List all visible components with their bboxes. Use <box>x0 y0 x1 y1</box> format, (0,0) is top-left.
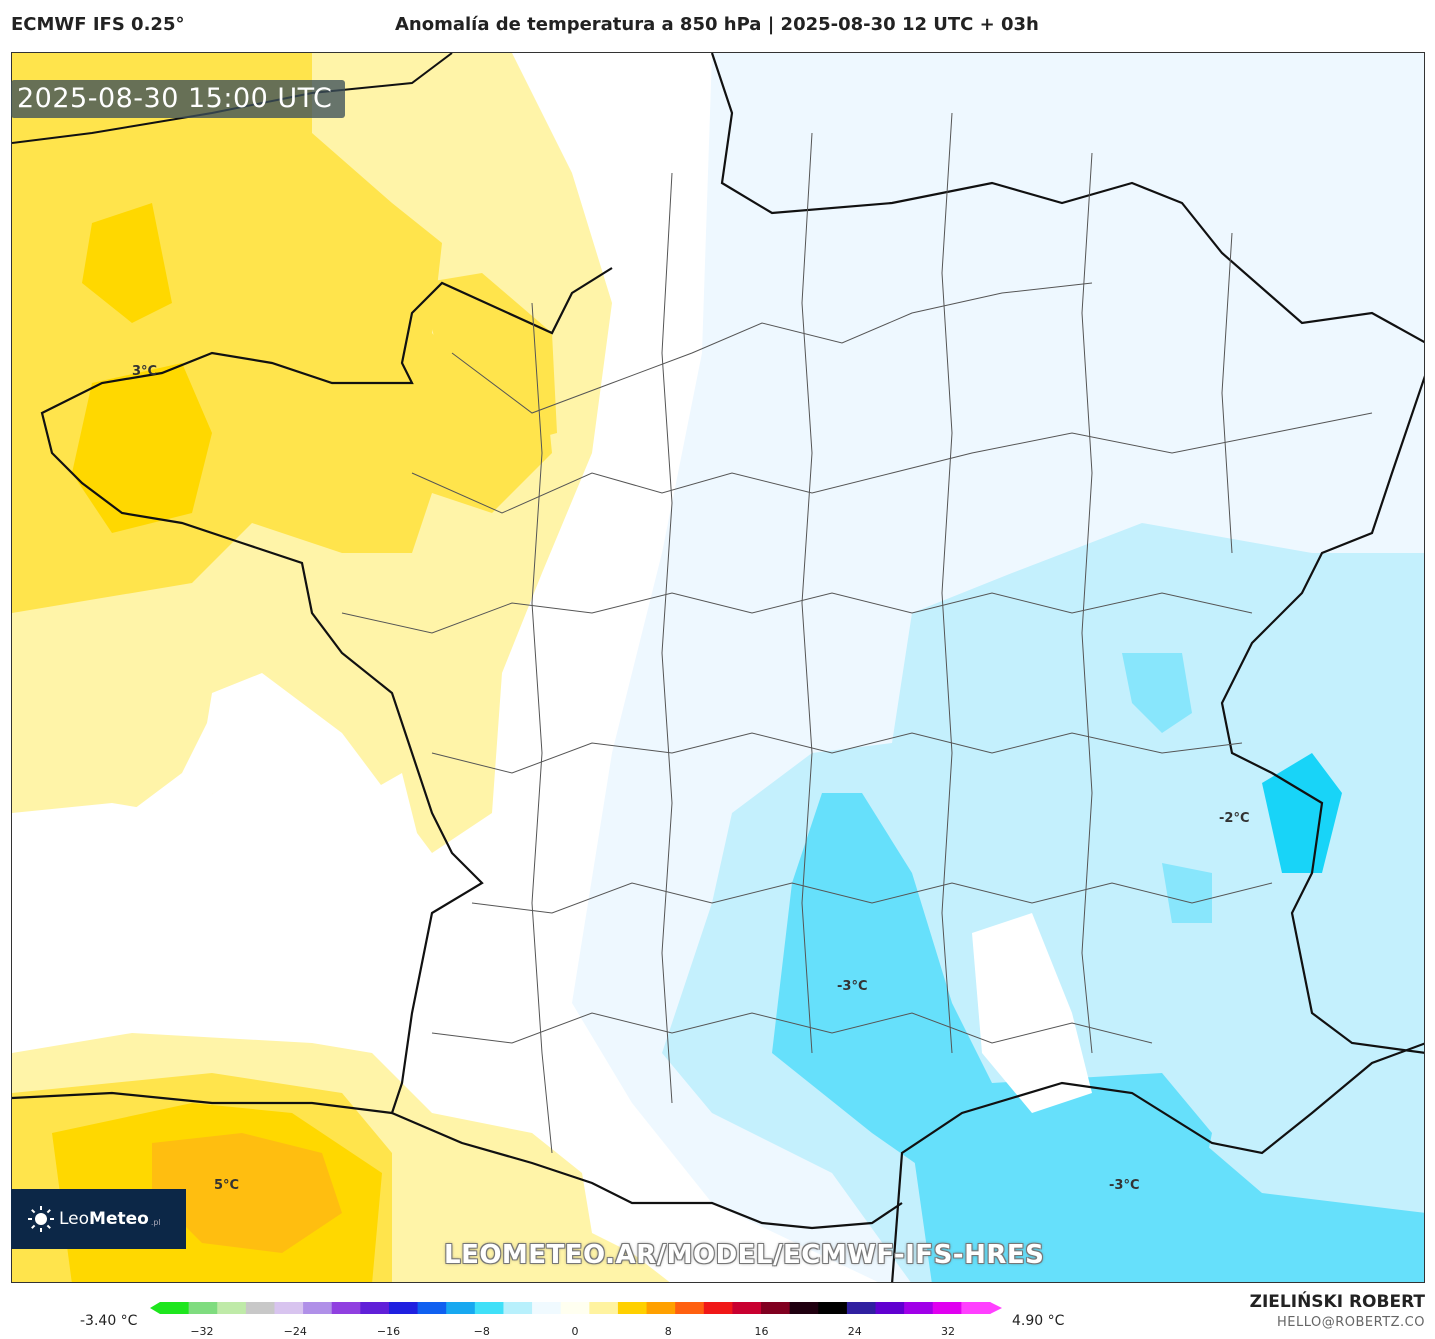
contour-label-minus2: -2°C <box>1219 811 1249 826</box>
legend-swatch <box>417 1302 447 1314</box>
legend-swatch <box>303 1302 333 1314</box>
logo-suffix: .pl <box>150 1217 161 1227</box>
white-biscay <box>42 693 422 1053</box>
legend-tick-label: −24 <box>283 1325 307 1338</box>
contour-label-minus3-sea: -3°C <box>1109 1178 1139 1193</box>
legend-swatch <box>245 1302 275 1314</box>
legend-tick-label: 16 <box>754 1325 769 1338</box>
source-watermark: LEOMETEO.AR/MODEL/ECMWF-IFS-HRES <box>444 1240 1045 1270</box>
legend-swatch <box>474 1302 504 1314</box>
legend-swatch <box>160 1302 190 1314</box>
author-email[interactable]: HELLO@ROBERTZ.CO <box>1276 1315 1425 1330</box>
legend-swatch <box>360 1302 390 1314</box>
legend-swatch <box>560 1302 590 1314</box>
legend-swatch <box>675 1302 705 1314</box>
legend-tick-label: 24 <box>847 1325 862 1338</box>
contour-label-minus3-land: -3°C <box>837 979 867 994</box>
legend-tick-label: 0 <box>571 1325 579 1338</box>
author-name: ZIELIŃSKI ROBERT <box>1249 1292 1425 1312</box>
legend-swatch <box>761 1302 791 1314</box>
legend-swatch <box>961 1302 991 1314</box>
legend-tick-label: 8 <box>664 1325 672 1338</box>
logo-text-meteo: Meteo <box>89 1209 149 1229</box>
legend-swatch <box>331 1302 361 1314</box>
legend-swatch <box>446 1302 476 1314</box>
sun-icon <box>28 1206 54 1232</box>
legend-swatch <box>503 1302 533 1314</box>
legend-swatch <box>703 1302 733 1314</box>
legend-arrow-low <box>150 1302 160 1314</box>
color-scale-bar <box>150 1302 1002 1314</box>
legend-swatch <box>589 1302 619 1314</box>
legend-swatch <box>875 1302 905 1314</box>
legend-swatch <box>932 1302 962 1314</box>
blue-zone-alps2 <box>1122 653 1192 733</box>
legend-tick-label: −8 <box>473 1325 490 1338</box>
legend-swatch <box>188 1302 218 1314</box>
yellow-zone-strong <box>82 203 172 323</box>
map-area[interactable]: 3°C 5°C -2°C -3°C -3°C <box>11 52 1425 1283</box>
contour-label-5: 5°C <box>214 1178 239 1193</box>
blue-zone-alps <box>1262 753 1342 873</box>
legend-max-value: 4.90 °C <box>1012 1313 1065 1329</box>
legend-swatch <box>617 1302 648 1314</box>
coastline-south <box>891 1042 1424 1282</box>
legend-tick-label: −16 <box>376 1325 401 1338</box>
legend-swatch <box>846 1302 877 1314</box>
logo-text-leo: Leo <box>59 1209 90 1229</box>
white-valley <box>972 913 1092 1113</box>
legend-swatch <box>732 1302 762 1314</box>
border-spain <box>391 1111 903 1230</box>
legend-swatch <box>532 1302 562 1314</box>
leometeo-logo[interactable]: Leo Meteo .pl <box>11 1189 186 1249</box>
legend-swatch <box>646 1302 676 1314</box>
legend-swatch <box>217 1302 247 1314</box>
yellow-zone-mid2 <box>422 273 557 453</box>
legend-arrow-high <box>990 1302 1002 1314</box>
blue-zone-sea <box>912 1083 1424 1282</box>
legend-swatch <box>388 1302 419 1314</box>
legend-min-value: -3.40 °C <box>80 1313 138 1329</box>
chart-title: Anomalía de temperatura a 850 hPa | 2025… <box>395 14 1039 35</box>
department-borders <box>341 112 1373 1154</box>
legend-swatch <box>274 1302 304 1314</box>
legend-swatch <box>818 1302 848 1314</box>
model-title: ECMWF IFS 0.25° <box>11 14 185 35</box>
legend-swatch <box>904 1302 934 1314</box>
border-east <box>710 53 1424 1054</box>
orange-zone-spain <box>152 1133 342 1253</box>
blue-zone-alps3 <box>1162 863 1212 923</box>
contour-label-3: 3°C <box>132 364 157 379</box>
legend-tick-label: −32 <box>190 1325 214 1338</box>
legend-swatch <box>789 1302 819 1314</box>
anomaly-map: 3°C 5°C -2°C -3°C -3°C <box>12 53 1424 1282</box>
coastline <box>12 267 613 1115</box>
yellow-zone-brittany <box>72 363 212 533</box>
valid-time-badge: 2025-08-30 15:00 UTC <box>11 80 345 118</box>
legend-tick-label: 32 <box>941 1325 956 1338</box>
